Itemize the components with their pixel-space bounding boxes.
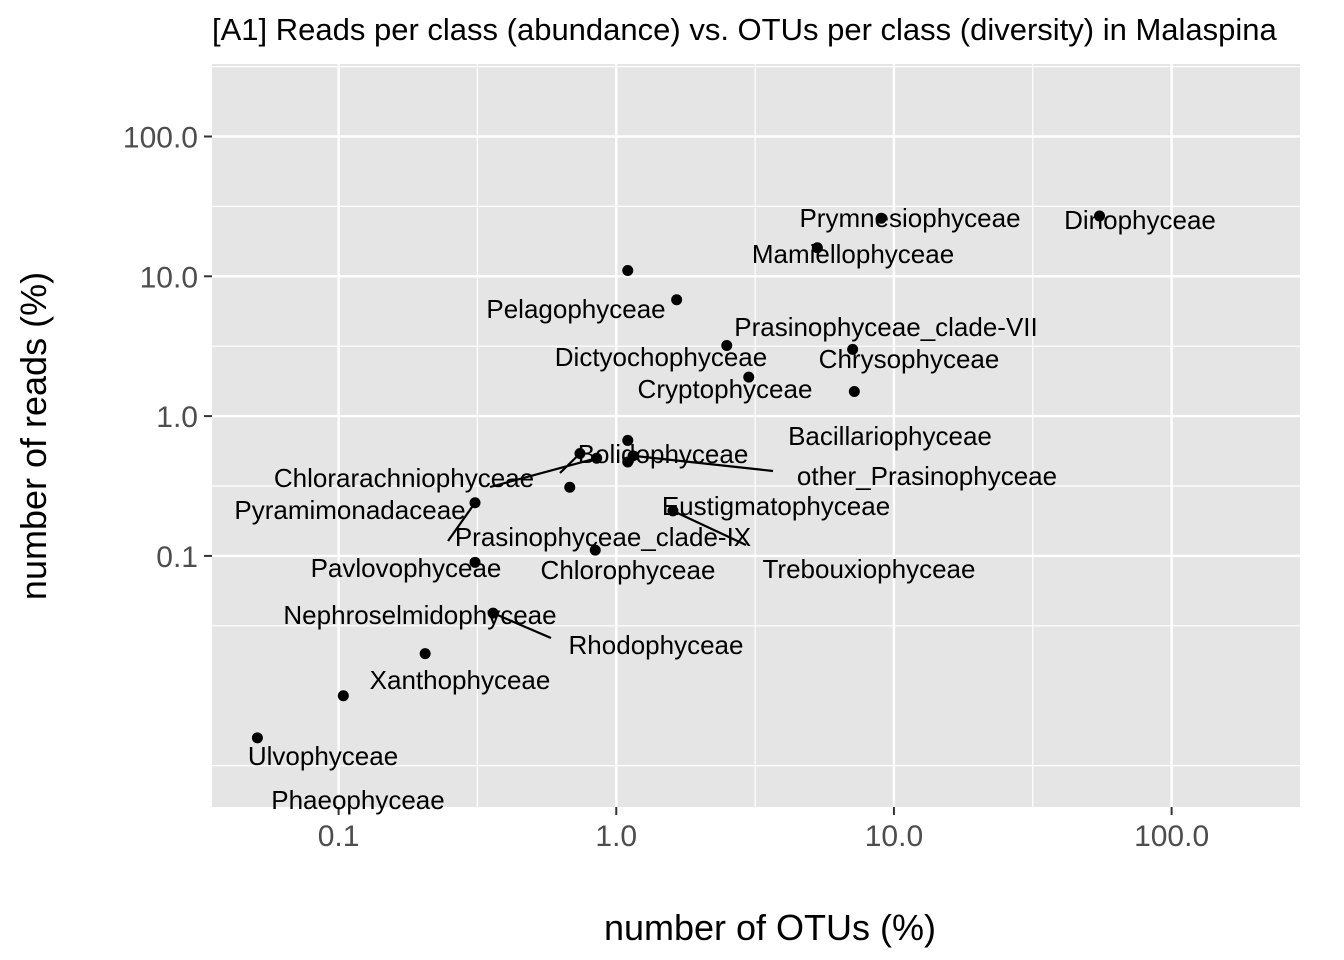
y-tick-label: 10.0 [140, 261, 198, 294]
major-grid [212, 64, 1300, 807]
data-point [1094, 210, 1106, 222]
point-label: Bacillariophyceae [788, 421, 992, 451]
y-axis: 0.1 1.0 10.0 100.0 [123, 121, 212, 574]
data-point [622, 456, 634, 468]
point-label: Prymnesiophyceae [799, 203, 1020, 233]
y-tick-label: 1.0 [156, 401, 198, 434]
point-label: Prasinophyceae_clade-IX [455, 522, 751, 552]
data-point [622, 265, 634, 277]
data-point [875, 212, 887, 224]
y-tick-label: 0.1 [156, 541, 198, 574]
data-point [848, 385, 860, 397]
point-label: Chrysophyceae [819, 344, 1000, 374]
x-tick-label: 10.0 [865, 820, 923, 853]
point-label: Pelagophyceae [486, 294, 665, 324]
x-tick-label: 0.1 [318, 820, 360, 853]
point-label: Dictyochophyceae [555, 342, 767, 372]
point-label: Dinophyceae [1064, 205, 1216, 235]
data-point [469, 556, 481, 568]
data-point [622, 434, 634, 446]
data-point [721, 339, 733, 351]
point-label: Prasinophyceae_clade-VII [734, 312, 1038, 342]
data-point [847, 343, 859, 355]
data-point [667, 505, 679, 517]
data-point [671, 294, 683, 306]
point-label: Trebouxiophyceae [763, 554, 976, 584]
data-point [811, 242, 823, 254]
x-axis-title: number of OTUs (%) [604, 907, 936, 948]
point-labels: Dinophyceae Prymnesiophyceae Mamiellophyce… [234, 203, 1216, 815]
plot-panel [212, 64, 1300, 807]
data-point [743, 371, 755, 383]
data-points [251, 210, 1106, 744]
point-label: Chlorophyceae [541, 555, 716, 585]
point-label: Cryptophyceae [638, 374, 813, 404]
point-label: Nephroselmidophyceae [283, 600, 556, 630]
x-axis: 0.1 1.0 10.0 100.0 [318, 807, 1209, 853]
point-label: other_Prasinophyceae [797, 461, 1057, 491]
point-label: Pyramimonadaceae [234, 495, 465, 525]
point-label: Mamiellophyceae [752, 239, 954, 269]
x-tick-label: 100.0 [1134, 820, 1209, 853]
data-point [564, 481, 576, 493]
leader-line [672, 509, 747, 546]
data-point [251, 732, 263, 744]
data-point [419, 648, 431, 660]
point-label: Ulvophyceae [248, 741, 398, 771]
data-point [589, 544, 601, 556]
point-label: Phaeophyceae [271, 785, 444, 815]
label-leader-lines [447, 452, 774, 640]
point-label: Eustigmatophyceae [662, 491, 890, 521]
data-point [487, 607, 499, 619]
leader-line [447, 502, 476, 542]
y-tick-label: 100.0 [123, 121, 198, 154]
leader-line [492, 612, 552, 640]
leader-line [489, 457, 597, 489]
point-label: Chlorarachniophyceae [274, 463, 534, 493]
x-tick-label: 1.0 [595, 820, 637, 853]
point-label: Xanthophyceae [370, 665, 551, 695]
leader-line [633, 454, 774, 473]
point-label: Bolidophyceae [578, 439, 749, 469]
data-point [337, 690, 349, 702]
minor-grid [212, 64, 1300, 807]
y-axis-title: number of reads (%) [13, 272, 54, 600]
point-label: Rhodophyceae [569, 630, 744, 660]
data-point [469, 497, 481, 509]
point-label: Pavlovophyceae [311, 553, 502, 583]
chart-title: [A1] Reads per class (abundance) vs. OTU… [212, 12, 1278, 47]
data-point [574, 448, 586, 460]
data-point [591, 452, 603, 464]
